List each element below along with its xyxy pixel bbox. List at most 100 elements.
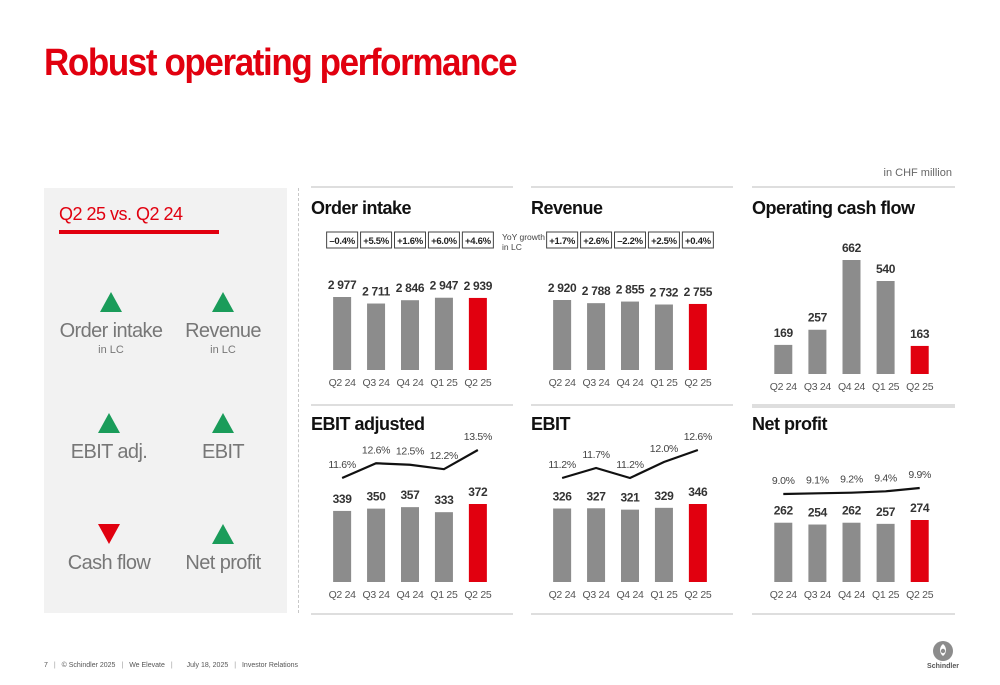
trend-up-icon <box>212 413 234 433</box>
kpi-cash-flow: Cash flow <box>49 524 169 575</box>
kpi-net-profit: Net profit <box>163 524 283 575</box>
bar <box>367 508 386 582</box>
x-tick-label: Q2 25 <box>464 377 492 389</box>
data-label: 2 711 <box>362 285 390 299</box>
data-label: 321 <box>620 491 640 505</box>
data-label: 346 <box>688 485 708 499</box>
chart-title: Net profit <box>752 414 827 434</box>
bar <box>401 300 419 370</box>
bar <box>587 508 606 582</box>
yoy-growth-box <box>461 231 494 249</box>
kpi-label: Net profit <box>185 552 261 574</box>
x-tick-label: Q2 24 <box>770 589 798 601</box>
bar <box>434 512 453 582</box>
bar <box>774 522 793 582</box>
bar <box>808 329 827 374</box>
kpi-label: Revenue <box>185 320 261 342</box>
bar <box>654 304 673 370</box>
data-label: 540 <box>876 262 896 276</box>
data-label: 2 920 <box>548 281 577 295</box>
yoy-growth-box <box>681 231 714 249</box>
x-tick-label: Q2 25 <box>684 589 712 601</box>
kpi-label: EBIT <box>201 441 245 463</box>
margin-label: 9.2% <box>840 474 863 486</box>
margin-label: 11.2% <box>616 459 644 471</box>
bar <box>876 523 895 582</box>
x-tick-label: Q4 24 <box>838 589 866 601</box>
margin-label: 12.6% <box>362 444 390 456</box>
data-label: 339 <box>333 492 353 506</box>
bar <box>910 520 929 582</box>
yoy-growth-box <box>614 231 646 249</box>
x-tick-label: Q2 25 <box>906 381 934 393</box>
x-tick-label: Q3 24 <box>363 589 391 601</box>
x-tick-label: Q1 25 <box>430 589 458 601</box>
bar <box>333 510 352 582</box>
x-tick-label: Q3 24 <box>804 381 832 393</box>
margin-label: 9.4% <box>874 472 897 484</box>
bar <box>367 303 386 370</box>
margin-label: 11.6% <box>328 459 356 471</box>
unit-label: in CHF million <box>883 167 952 179</box>
data-label: 163 <box>910 327 930 341</box>
data-label: 257 <box>808 311 828 325</box>
data-label: 372 <box>468 485 488 499</box>
schindler-logo-icon <box>933 641 953 661</box>
yoy-growth-box <box>427 231 460 249</box>
trend-up-icon <box>212 292 234 312</box>
yoy-growth-label: +2.6% <box>583 236 610 247</box>
kpi-label: EBIT adj. <box>70 441 148 463</box>
bar <box>842 260 861 374</box>
x-tick-label: Q2 24 <box>549 377 577 389</box>
margin-line <box>341 449 479 480</box>
x-tick-label: Q1 25 <box>430 377 458 389</box>
yoy-growth-label: –2.2% <box>617 236 643 247</box>
chart-title: EBIT adjusted <box>311 414 425 434</box>
chart-title: EBIT <box>531 414 571 434</box>
yoy-growth-label: +4.6% <box>465 236 492 247</box>
bar <box>621 301 639 370</box>
trend-down-icon <box>98 524 120 544</box>
bar <box>333 297 352 370</box>
x-tick-label: Q2 24 <box>770 381 798 393</box>
bar <box>688 504 707 582</box>
logo-text: Schindler <box>927 663 959 670</box>
x-tick-label: Q1 25 <box>872 589 900 601</box>
data-label: 2 939 <box>464 279 493 293</box>
yoy-growth-box <box>394 231 426 249</box>
data-label: 2 846 <box>396 281 425 295</box>
yoy-growth-box <box>546 231 579 249</box>
data-label: 2 977 <box>328 278 357 292</box>
bar <box>688 303 707 370</box>
chart-title: Revenue <box>531 198 603 218</box>
yoy-growth-label: +1.7% <box>549 236 576 247</box>
x-tick-label: Q4 24 <box>838 381 866 393</box>
bar <box>401 507 419 582</box>
x-tick-label: Q2 25 <box>906 589 934 601</box>
data-label: 350 <box>367 490 387 504</box>
x-tick-label: Q2 25 <box>464 589 492 601</box>
x-tick-label: Q1 25 <box>650 589 678 601</box>
bar <box>468 297 487 370</box>
data-label: 2 732 <box>650 286 679 300</box>
x-tick-label: Q4 24 <box>396 377 424 389</box>
yoy-growth-label: –0.4% <box>329 236 355 247</box>
yoy-growth-caption: in LC <box>502 242 522 252</box>
chart-title: Operating cash flow <box>752 198 916 218</box>
summary-heading: Q2 25 vs. Q2 24 <box>59 204 183 224</box>
data-label: 326 <box>553 490 573 504</box>
x-tick-label: Q4 24 <box>616 377 644 389</box>
footer-date: July 18, 2025 <box>186 662 229 669</box>
x-tick-label: Q2 24 <box>329 589 357 601</box>
yoy-growth-label: +5.5% <box>363 236 390 247</box>
trend-up-icon <box>212 524 234 544</box>
kpi-sub: in LC <box>210 344 236 356</box>
yoy-growth-label: +6.0% <box>431 236 458 247</box>
bar <box>468 504 487 582</box>
margin-line <box>561 448 699 480</box>
data-label: 254 <box>808 506 828 520</box>
chart-title: Order intake <box>311 198 412 218</box>
bar <box>654 507 673 582</box>
footer-page-number: 7 <box>44 662 48 669</box>
margin-label: 12.2% <box>430 450 458 462</box>
